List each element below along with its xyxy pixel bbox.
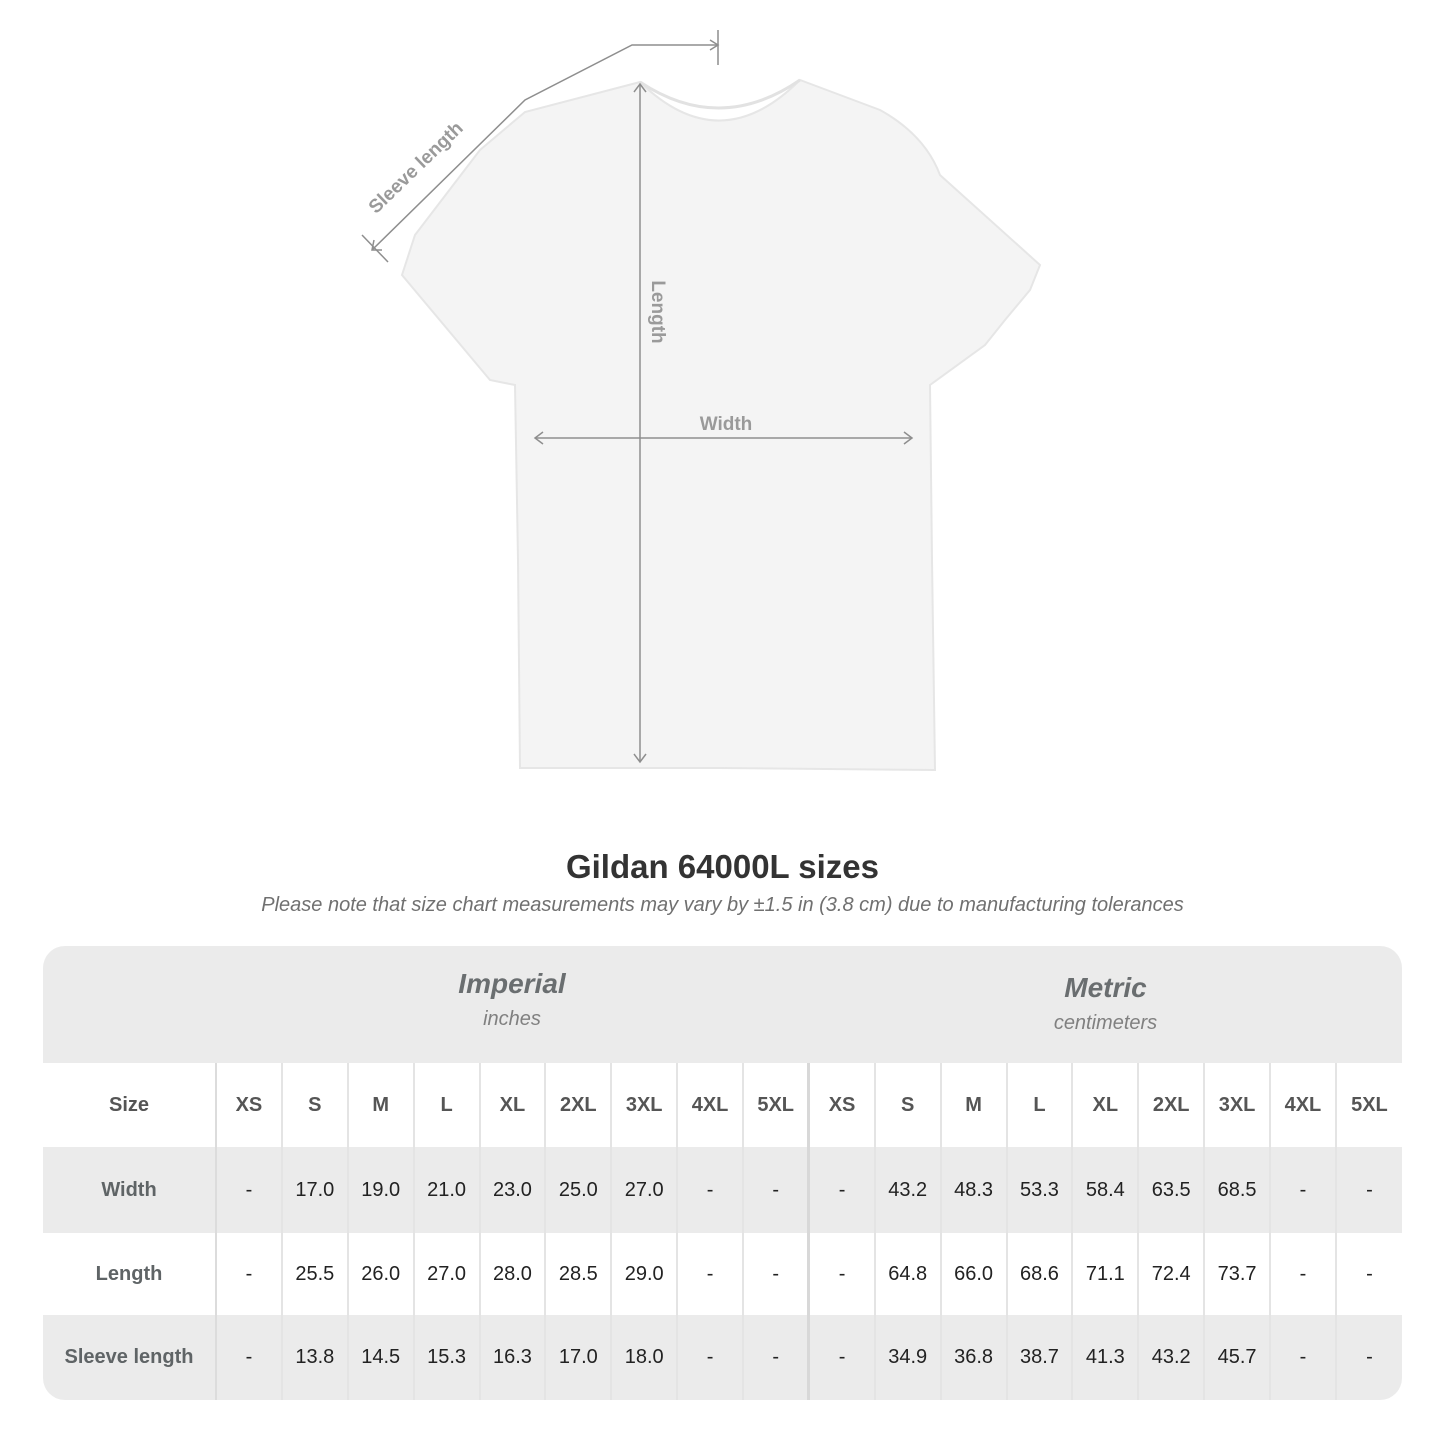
metric-value-cell: 68.5	[1203, 1147, 1270, 1233]
metric-value-cell: 36.8	[939, 1315, 1007, 1400]
imperial-value-cell: -	[742, 1147, 809, 1233]
row-label: Length	[43, 1233, 217, 1315]
row-label: Width	[43, 1147, 217, 1233]
metric-value-cell: 48.3	[939, 1147, 1007, 1233]
length-measure-line	[633, 82, 647, 764]
metric-value-cell: -	[1334, 1315, 1402, 1400]
length-label: Length	[647, 280, 668, 343]
metric-unit: centimeters	[1053, 1012, 1158, 1034]
imperial-value-cell: 28.0	[478, 1233, 546, 1315]
imperial-size-s: S	[280, 1063, 348, 1147]
metric-value-cell: 45.7	[1203, 1315, 1270, 1400]
size-table: Imperial inches Metric centimeters Size X…	[43, 946, 1402, 1400]
metric-size-2xl: 2XL	[1137, 1063, 1205, 1147]
row-label: Sleeve length	[43, 1315, 217, 1400]
metric-value-cell: -	[807, 1147, 875, 1233]
imperial-size-3xl: 3XL	[610, 1063, 678, 1147]
metric-value-cell: 34.9	[873, 1315, 941, 1400]
imperial-unit: inches	[483, 1008, 541, 1030]
unit-header-band: Imperial inches Metric centimeters	[43, 946, 1402, 1063]
metric-size-xs: XS	[807, 1063, 875, 1147]
imperial-value-cell: 29.0	[610, 1233, 678, 1315]
imperial-value-cell: -	[215, 1147, 282, 1233]
metric-value-cell: -	[1269, 1233, 1336, 1315]
imperial-value-cell: 15.3	[412, 1315, 480, 1400]
imperial-value-cell: 21.0	[412, 1147, 480, 1233]
size-grid: Size XS S M L XL 2XL 3XL 4XL 5XL XS S M L XL 2XL 3XL 4XL 5…	[43, 1063, 1402, 1400]
imperial-size-xs: XS	[215, 1063, 282, 1147]
metric-value-cell: 38.7	[1005, 1315, 1073, 1400]
table-row: Length -25.5 26.0 27.0 28.0 28.5 29.0- - -64.8 66…	[43, 1233, 1402, 1315]
imperial-size-2xl: 2XL	[544, 1063, 612, 1147]
metric-value-cell: 73.7	[1203, 1233, 1270, 1315]
metric-value-cell: -	[1269, 1147, 1336, 1233]
metric-value-cell: -	[807, 1315, 875, 1400]
imperial-value-cell: 27.0	[412, 1233, 480, 1315]
width-label: Width	[700, 414, 753, 435]
imperial-value-cell: 25.5	[280, 1233, 348, 1315]
size-header-row: Size XS S M L XL 2XL 3XL 4XL 5XL XS S M L XL 2XL 3XL 4XL 5…	[43, 1063, 1402, 1147]
tolerance-note: Please note that size chart measurements…	[261, 894, 1184, 916]
metric-value-cell: 66.0	[939, 1233, 1007, 1315]
metric-value-cell: -	[1334, 1147, 1402, 1233]
tshirt-image	[400, 78, 1042, 772]
metric-size-3xl: 3XL	[1203, 1063, 1270, 1147]
imperial-value-cell: 17.0	[544, 1315, 612, 1400]
imperial-value-cell: 14.5	[346, 1315, 414, 1400]
metric-value-cell: -	[807, 1233, 875, 1315]
metric-size-5xl: 5XL	[1334, 1063, 1402, 1147]
imperial-value-cell: -	[215, 1315, 282, 1400]
sleeve-measure-line	[361, 30, 720, 263]
imperial-value-cell: 27.0	[610, 1147, 678, 1233]
metric-value-cell: 58.4	[1071, 1147, 1139, 1233]
imperial-value-cell: 23.0	[478, 1147, 546, 1233]
metric-value-cell: -	[1334, 1233, 1402, 1315]
imperial-size-l: L	[412, 1063, 480, 1147]
metric-header: Metric centimeters	[809, 972, 1402, 1035]
width-measure-line	[533, 431, 914, 445]
imperial-title: Imperial	[458, 968, 566, 999]
imperial-value-cell: 18.0	[610, 1315, 678, 1400]
table-row: Sleeve length -13.8 14.5 15.3 16.3 17.0 18.0- -…	[43, 1315, 1402, 1400]
page-title: Gildan 64000L sizes	[565, 848, 880, 885]
metric-value-cell: 41.3	[1071, 1315, 1139, 1400]
metric-title: Metric	[1064, 972, 1147, 1003]
imperial-size-4xl: 4XL	[676, 1063, 743, 1147]
imperial-value-cell: 28.5	[544, 1233, 612, 1315]
metric-size-s: S	[873, 1063, 941, 1147]
metric-value-cell: 53.3	[1005, 1147, 1073, 1233]
table-row: Width -17.0 19.0 21.0 23.0 25.0 27.0- - -43.2 48.…	[43, 1147, 1402, 1233]
imperial-size-5xl: 5XL	[742, 1063, 809, 1147]
imperial-value-cell: 26.0	[346, 1233, 414, 1315]
imperial-size-xl: XL	[478, 1063, 546, 1147]
imperial-value-cell: 13.8	[280, 1315, 348, 1400]
metric-size-xl: XL	[1071, 1063, 1139, 1147]
metric-value-cell: 43.2	[1137, 1315, 1205, 1400]
imperial-value-cell: -	[215, 1233, 282, 1315]
imperial-value-cell: -	[676, 1233, 743, 1315]
imperial-size-m: M	[346, 1063, 414, 1147]
metric-size-m: M	[939, 1063, 1007, 1147]
metric-value-cell: 43.2	[873, 1147, 941, 1233]
metric-value-cell: 64.8	[873, 1233, 941, 1315]
imperial-value-cell: 25.0	[544, 1147, 612, 1233]
tshirt-diagram: Sleeve length Length Width	[361, 30, 1042, 772]
imperial-value-cell: 19.0	[346, 1147, 414, 1233]
imperial-value-cell: -	[676, 1315, 743, 1400]
imperial-value-cell: -	[742, 1315, 809, 1400]
metric-value-cell: 71.1	[1071, 1233, 1139, 1315]
metric-value-cell: 63.5	[1137, 1147, 1205, 1233]
metric-size-4xl: 4XL	[1269, 1063, 1336, 1147]
imperial-value-cell: -	[676, 1147, 743, 1233]
imperial-value-cell: 17.0	[280, 1147, 348, 1233]
imperial-value-cell: -	[742, 1233, 809, 1315]
metric-value-cell: 68.6	[1005, 1233, 1073, 1315]
metric-size-l: L	[1005, 1063, 1073, 1147]
imperial-value-cell: 16.3	[478, 1315, 546, 1400]
metric-value-cell: -	[1269, 1315, 1336, 1400]
size-label: Size	[43, 1063, 217, 1147]
imperial-header: Imperial inches	[215, 968, 809, 1031]
metric-value-cell: 72.4	[1137, 1233, 1205, 1315]
